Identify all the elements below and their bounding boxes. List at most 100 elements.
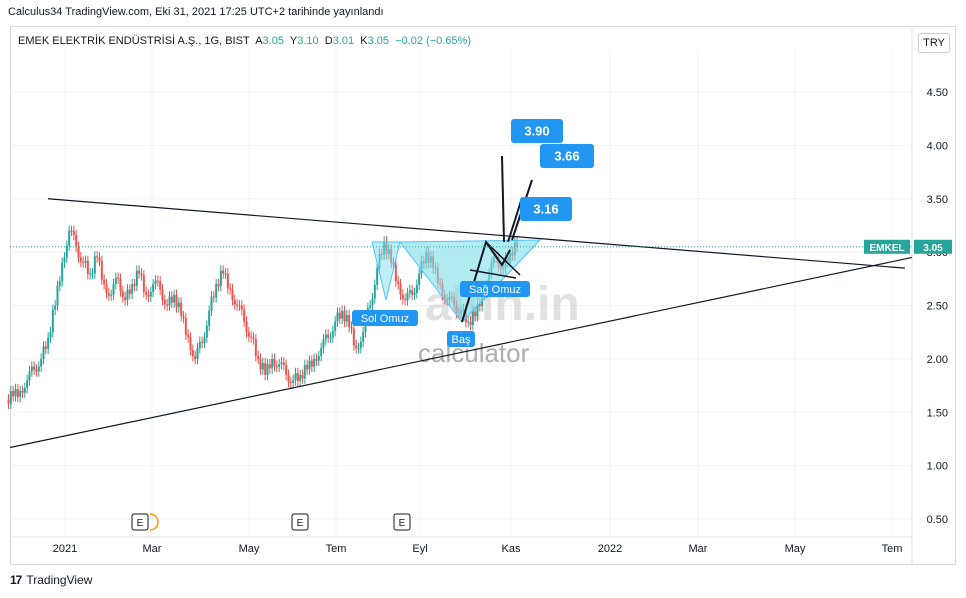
- price-tag: EMKEL 3.05: [864, 239, 952, 254]
- x-tick-label: Mar: [143, 543, 162, 555]
- price-tag-value: 3.05: [923, 243, 943, 254]
- candle-body: [135, 270, 138, 286]
- candle-body: [271, 358, 274, 369]
- y-tick-label: 1.50: [927, 407, 948, 419]
- candle-body: [224, 273, 227, 275]
- svg-text:3.16: 3.16: [533, 202, 558, 217]
- candle-body: [315, 358, 318, 361]
- candle-body: [133, 284, 136, 286]
- candle-body: [243, 309, 246, 322]
- y-tick-label: 2.00: [927, 354, 948, 366]
- target-path-390: [501, 155, 505, 243]
- candle-body: [474, 311, 477, 317]
- candle-body: [278, 364, 281, 367]
- high-label: Y: [289, 35, 298, 47]
- low-value: 3.01: [332, 35, 355, 47]
- candle-body: [126, 289, 129, 301]
- y-tick-label: 1.00: [927, 461, 948, 473]
- candle-body: [313, 358, 316, 367]
- currency-button[interactable]: TRY: [918, 33, 950, 53]
- upper-trendline: [47, 198, 906, 269]
- candle-body: [131, 284, 134, 294]
- candle-body: [180, 302, 183, 317]
- candle-body: [322, 339, 325, 349]
- candle-body: [399, 284, 402, 295]
- candle-body: [103, 279, 106, 285]
- earnings-marker[interactable]: E: [291, 513, 309, 531]
- candle-body: [145, 291, 148, 295]
- svg-text:E: E: [297, 518, 304, 529]
- candle-body: [149, 291, 152, 297]
- candle-body: [252, 337, 255, 340]
- candle-body: [26, 380, 29, 389]
- candle-body: [47, 337, 50, 349]
- candle-body: [189, 337, 192, 350]
- candle-body: [310, 360, 313, 367]
- candle-body: [191, 349, 194, 357]
- candle-body: [16, 389, 19, 397]
- candle-body: [280, 362, 283, 365]
- close-value: 3.05: [367, 35, 390, 47]
- candle-body: [210, 296, 213, 311]
- neckline-segment: [469, 269, 517, 279]
- svg-text:E: E: [137, 518, 144, 529]
- candle-body: [362, 332, 365, 342]
- low-label: D: [324, 35, 333, 47]
- candle-body: [40, 358, 43, 367]
- candle-body: [51, 309, 54, 333]
- y-tick-label: 4.00: [927, 140, 948, 152]
- candle-body: [166, 304, 169, 306]
- pattern-lines: [9, 155, 913, 449]
- y-axis: 0.501.001.502.002.503.003.504.004.50: [927, 87, 948, 526]
- svg-text:3.66: 3.66: [554, 149, 579, 164]
- candle-body: [357, 348, 360, 350]
- svg-text:Baş: Baş: [452, 334, 471, 346]
- candle-body: [467, 321, 470, 323]
- candle-body: [124, 297, 127, 301]
- y-tick-label: 0.50: [927, 514, 948, 526]
- candle-body: [154, 280, 157, 285]
- candle-body: [219, 270, 222, 286]
- candle-body: [205, 325, 208, 338]
- candle-body: [93, 256, 96, 274]
- candle-body: [418, 273, 421, 285]
- x-tick-label: May: [785, 543, 806, 555]
- candle-body: [376, 268, 379, 285]
- candle-body: [250, 336, 253, 338]
- candle-body: [142, 275, 145, 292]
- candle-body: [245, 321, 248, 333]
- candle-body: [471, 311, 474, 326]
- y-tick-label: 4.50: [927, 87, 948, 99]
- candle-body: [345, 315, 348, 322]
- candle-body: [306, 364, 309, 370]
- candle-body: [63, 257, 66, 263]
- candle-body: [54, 305, 57, 310]
- candle-body: [128, 289, 131, 294]
- candle-body: [222, 270, 225, 274]
- candle-body: [168, 296, 171, 306]
- candle-body: [287, 374, 290, 383]
- earnings-marker[interactable]: E: [393, 513, 411, 531]
- candle-body: [23, 388, 26, 393]
- candle-body: [173, 294, 176, 303]
- candle-body: [238, 305, 241, 307]
- annotation-label: 3.16: [520, 197, 572, 221]
- candle-body: [49, 332, 52, 338]
- candle-body: [229, 288, 232, 290]
- earnings-upcoming-icon: [149, 513, 159, 531]
- annotation-label: Sol Omuz: [352, 310, 418, 326]
- candle-body: [14, 389, 17, 397]
- candle-body: [201, 341, 204, 343]
- candle-body: [308, 360, 311, 370]
- candle-body: [208, 310, 211, 326]
- annotation-label: Sağ Omuz: [460, 281, 530, 297]
- candle-body: [152, 284, 155, 292]
- earnings-marker[interactable]: E: [131, 513, 149, 531]
- footer-brand: TradingView: [26, 573, 93, 587]
- candle-body: [140, 273, 143, 276]
- lower-trendline: [9, 256, 913, 449]
- candle-body: [107, 293, 110, 296]
- candle-body: [336, 312, 339, 322]
- candle-body: [194, 356, 197, 359]
